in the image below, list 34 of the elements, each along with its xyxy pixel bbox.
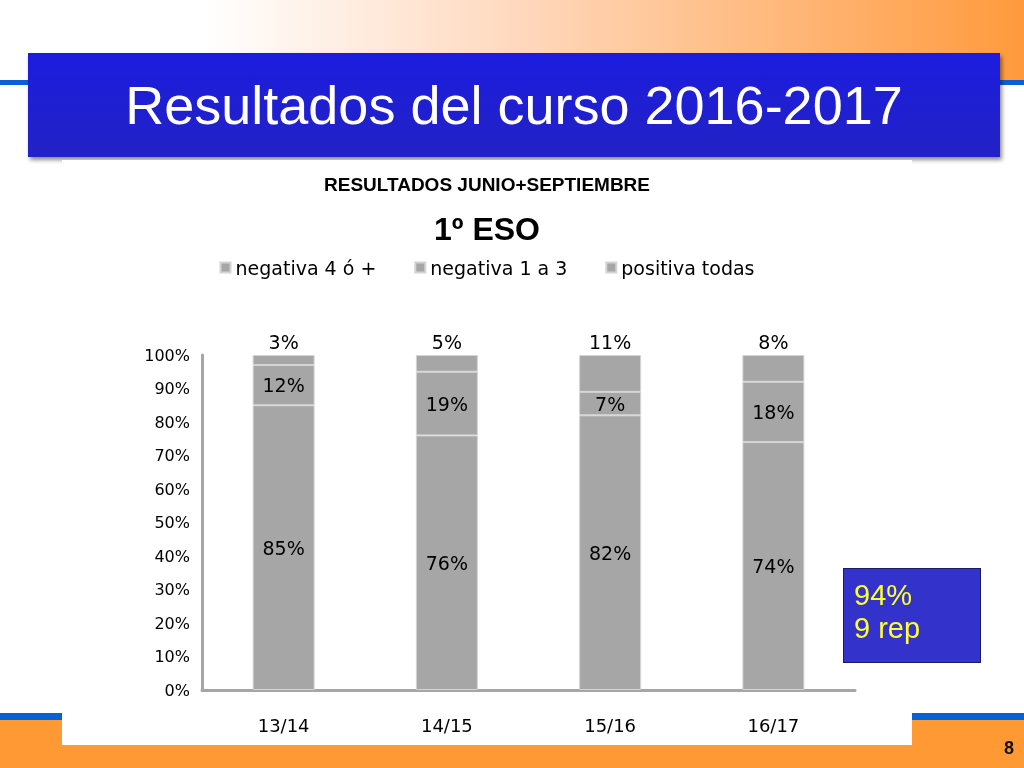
y-tick-label: 40% bbox=[154, 546, 190, 566]
y-tick-label: 80% bbox=[154, 412, 190, 432]
data-label: 11% bbox=[589, 330, 632, 353]
y-tick-label: 70% bbox=[154, 446, 190, 465]
legend-label: positiva todas bbox=[621, 256, 755, 279]
data-label: 7% bbox=[595, 392, 626, 415]
x-tick-label: 13/14 bbox=[257, 714, 310, 736]
text: 1º ESO bbox=[434, 211, 540, 247]
x-tick-label: 15/16 bbox=[584, 714, 637, 736]
data-label: 85% bbox=[262, 536, 305, 559]
data-label: 12% bbox=[262, 374, 305, 397]
y-tick-label: 30% bbox=[154, 580, 190, 599]
y-tick-label: 50% bbox=[154, 513, 190, 532]
data-label: 8% bbox=[758, 330, 789, 353]
x-tick-label: 16/17 bbox=[747, 714, 800, 736]
data-label: 3% bbox=[268, 330, 299, 353]
text: 8 bbox=[1003, 738, 1014, 759]
data-label: 76% bbox=[425, 551, 468, 574]
y-tick-label: 100% bbox=[144, 345, 190, 365]
y-tick-label: 20% bbox=[154, 613, 190, 633]
data-label: 19% bbox=[425, 392, 468, 415]
data-label: 82% bbox=[589, 541, 632, 564]
y-tick-label: 10% bbox=[154, 647, 190, 666]
legend-label: negativa 1 a 3 bbox=[430, 256, 568, 279]
x-tick-label: 14/15 bbox=[420, 714, 473, 736]
data-label: 18% bbox=[752, 400, 795, 423]
y-tick-label: 60% bbox=[154, 479, 190, 499]
y-tick-label: 90% bbox=[154, 379, 190, 398]
y-tick-label: 0% bbox=[164, 680, 190, 700]
data-label: 74% bbox=[752, 555, 795, 578]
legend-label: negativa 4 ó + bbox=[235, 256, 377, 279]
chart-subtitle: RESULTADOS JUNIO+SEPTIEMBRE bbox=[323, 174, 651, 195]
annotation: 94% 9 rep bbox=[843, 568, 981, 663]
data-label: 5% bbox=[431, 330, 462, 353]
